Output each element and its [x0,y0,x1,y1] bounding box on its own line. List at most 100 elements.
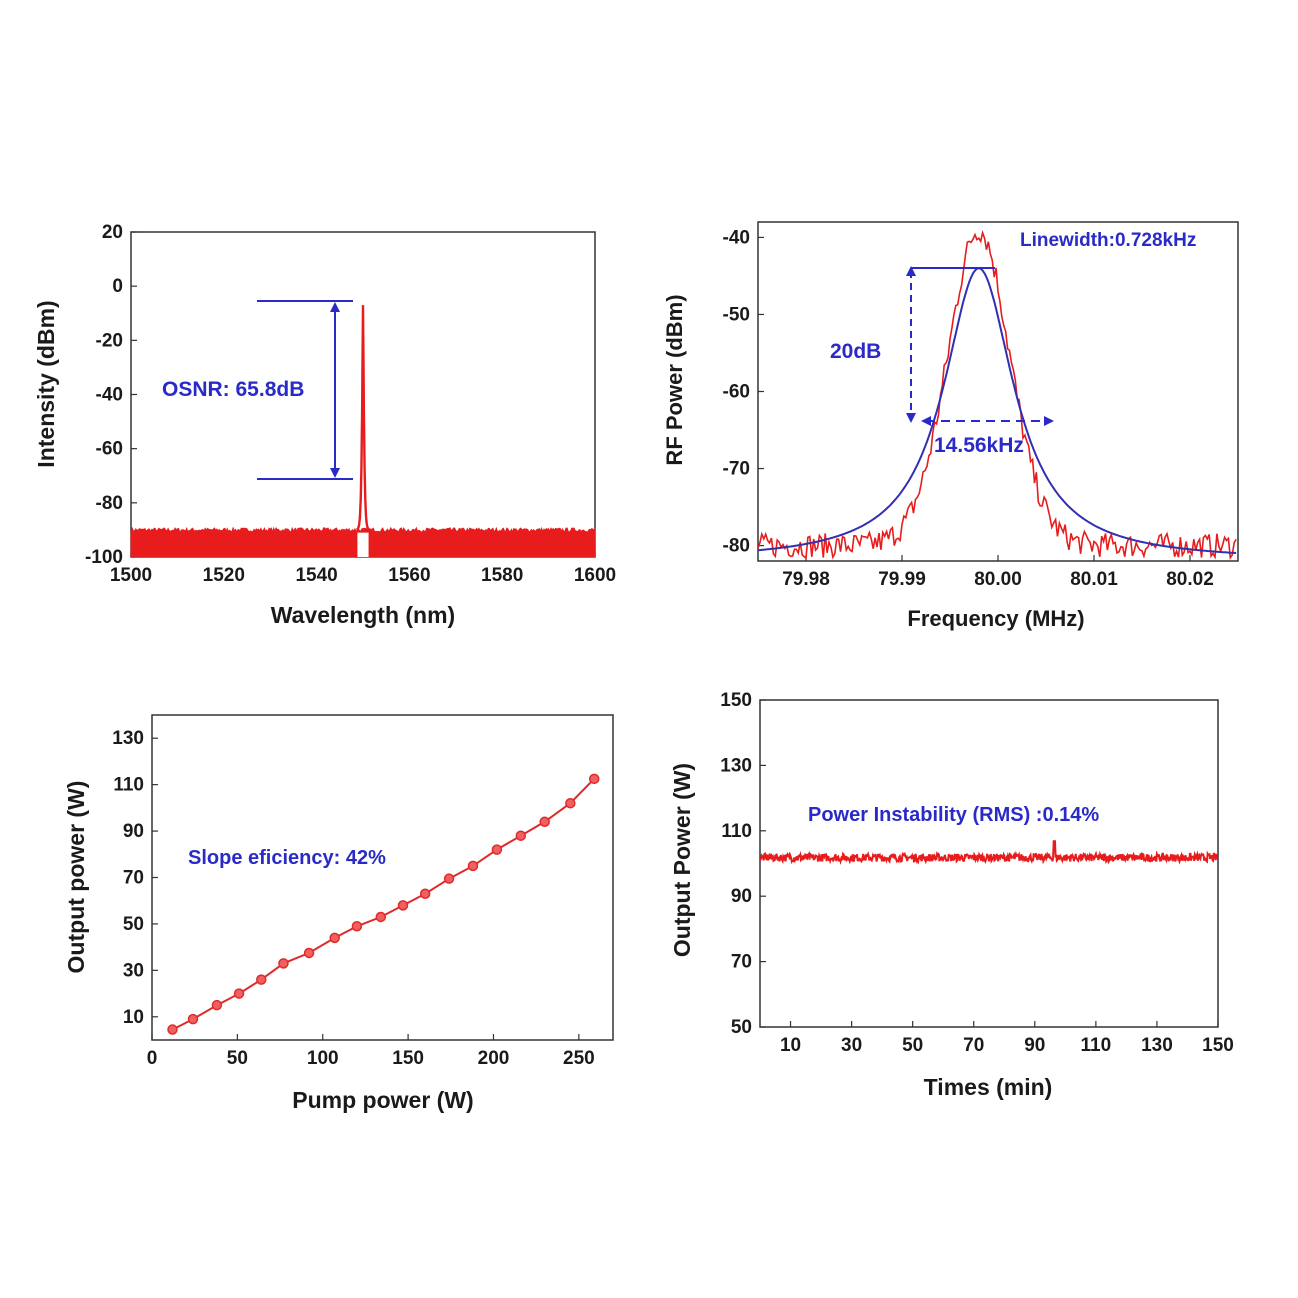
y-tick-label: -40 [723,227,750,248]
y-tick-label: -80 [723,536,750,557]
x-tick-label: 10 [780,1035,801,1056]
spectrum-x-ticks: 1500 1520 1540 1560 1580 1600 [110,551,616,586]
slope-y-ticks: 10 30 50 70 90 110 130 [112,728,158,1028]
rf-measured-trace [757,229,1237,560]
x-tick-label: 80.00 [974,569,1022,590]
y-tick-label: 50 [731,1017,752,1038]
stability-plot-frame [759,699,1219,1028]
slope-data-point [419,888,431,899]
spectrum-series [130,305,596,558]
y-tick-label: -20 [96,330,123,351]
slope-plot-frame [151,714,614,1041]
y-tick-label: 10 [123,1007,144,1028]
x-tick-label: 90 [1024,1035,1045,1056]
x-tick-label: 50 [902,1035,923,1056]
rf-spectrum-chart: -80 -70 -60 -50 -40 79.98 79.99 80.00 80.01 80.0… [662,221,1239,631]
x-tick-label: 1560 [388,565,430,586]
stability-series [759,840,1218,865]
x-tick-label: 250 [563,1048,595,1069]
slope-data-point [211,999,223,1011]
spectrum-chart: -100 -80 -60 -40 -20 0 20 1500 1520 1540 1560 1580… [33,222,616,628]
spectrum-y-label: Intensity (dBm) [33,300,59,467]
slope-data-point [167,1024,178,1035]
bandwidth-label: 14.56kHz [934,434,1024,457]
x-tick-label: 1500 [110,565,152,586]
slope-data-point [515,830,527,841]
y-tick-label: 130 [112,728,144,749]
rf-x-label: Frequency (MHz) [907,606,1084,631]
y-tick-label: 130 [720,755,752,776]
rf-y-ticks: -80 -70 -60 -50 -40 [723,227,764,557]
x-tick-label: 1540 [295,565,337,586]
y-tick-label: 110 [113,775,144,796]
x-tick-label: 130 [1141,1035,1173,1056]
slope-x-ticks: 0 50 100 150 200 250 [147,1034,595,1069]
y-tick-label: 150 [720,690,752,711]
rf-y-label: RF Power (dBm) [662,294,687,465]
y-tick-label: -60 [96,439,123,460]
rf-series [757,229,1237,560]
y-tick-label: 70 [731,952,752,973]
slope-data-point [397,900,409,911]
y-tick-label: 50 [123,914,144,935]
x-tick-label: 1600 [574,565,616,586]
x-tick-label: 79.98 [782,569,830,590]
x-tick-label: 79.99 [878,569,926,590]
stability-y-label: Output Power (W) [669,763,695,957]
rf-fit-curve [757,267,1237,554]
spectrum-peak [355,305,371,531]
stability-x-ticks: 10 30 50 70 90 110 130 150 [780,1021,1234,1056]
20db-label: 20dB [830,340,881,363]
y-tick-label: -100 [85,547,123,568]
stability-y-ticks: 50 70 90 110 130 150 [720,690,766,1038]
slope-data-point [443,873,455,884]
x-tick-label: 110 [1081,1035,1112,1056]
x-tick-label: 150 [1202,1035,1234,1056]
y-tick-label: -70 [723,459,750,480]
x-tick-label: 1580 [481,565,523,586]
y-tick-label: -80 [96,493,123,514]
slope-data-point [233,988,245,999]
x-tick-label: 80.01 [1070,569,1118,590]
x-tick-label: 30 [841,1035,862,1056]
slope-x-label: Pump power (W) [292,1087,473,1113]
x-tick-label: 70 [963,1035,984,1056]
y-tick-label: 0 [112,276,123,297]
osnr-annotation: OSNR: 65.8dB [162,300,353,480]
rf-x-ticks: 79.98 79.99 80.00 80.01 80.02 [782,555,1214,590]
x-tick-label: 150 [392,1048,424,1069]
y-tick-label: 70 [123,868,144,889]
slope-data-point [278,958,289,969]
power-instability-label: Power Instability (RMS) :0.14% [808,804,1099,826]
slope-efficiency-chart: 10 30 50 70 90 110 130 0 50 100 150 200 250 Slope e… [63,714,614,1113]
slope-data-point [539,816,550,828]
rf-plot-frame [757,221,1239,562]
slope-y-label: Output power (W) [63,781,89,974]
y-tick-label: 20 [102,222,123,243]
slope-series [167,773,600,1035]
y-tick-label: -60 [723,382,750,403]
x-tick-label: 80.02 [1166,569,1214,590]
slope-data-point [256,974,267,985]
y-tick-label: 90 [731,886,752,907]
x-tick-label: 0 [147,1048,158,1069]
stability-trace [759,840,1218,865]
spectrum-y-ticks: -100 -80 -60 -40 -20 0 20 [85,222,137,568]
x-tick-label: 200 [478,1048,510,1069]
x-tick-label: 50 [227,1048,248,1069]
spectrum-x-label: Wavelength (nm) [271,602,455,628]
peak-gap [357,532,369,557]
slope-data-point [187,1013,199,1025]
slope-data-point [467,860,479,872]
rf-annotations: Linewidth:0.728kHz 20dB 14.56kHz [830,230,1196,457]
y-tick-label: 30 [123,960,144,981]
y-tick-label: 110 [721,821,752,842]
y-tick-label: -40 [96,385,123,406]
slope-data-point [303,947,315,959]
x-tick-label: 1520 [203,565,245,586]
slope-data-point [588,773,600,785]
slope-data-point [375,911,387,923]
slope-data-point [565,797,576,809]
osnr-label: OSNR: 65.8dB [162,378,304,401]
